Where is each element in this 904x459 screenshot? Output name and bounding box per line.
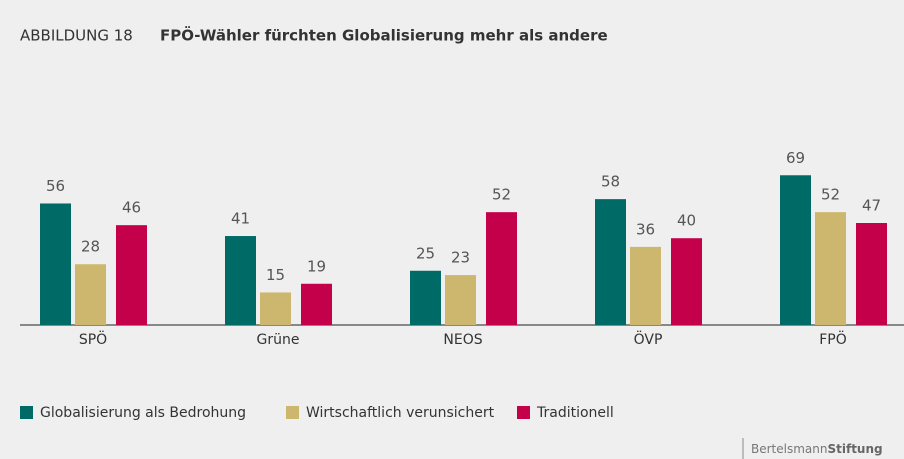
x-tick-label: ÖVP bbox=[634, 330, 663, 348]
bar bbox=[671, 238, 702, 325]
bar bbox=[225, 236, 256, 325]
value-label: 19 bbox=[307, 257, 326, 275]
bar bbox=[301, 283, 332, 325]
legend-swatch bbox=[20, 406, 33, 419]
bar bbox=[75, 264, 106, 325]
brand: Bertelsmann bbox=[751, 442, 827, 456]
value-label: 15 bbox=[266, 266, 285, 284]
x-tick-label: NEOS bbox=[443, 332, 482, 348]
bar bbox=[630, 246, 661, 325]
bar bbox=[445, 275, 476, 325]
bar bbox=[40, 203, 71, 325]
x-tick-label: SPÖ bbox=[79, 330, 107, 348]
legend-label: Wirtschaftlich verunsichert bbox=[306, 405, 495, 421]
bar bbox=[260, 292, 291, 325]
legend-label: Globalisierung als Bedrohung bbox=[40, 405, 246, 421]
value-label: 69 bbox=[786, 149, 805, 167]
value-label: 58 bbox=[601, 173, 620, 191]
bar bbox=[856, 223, 887, 325]
value-label: 46 bbox=[122, 199, 141, 217]
chart-label: ABBILDUNG 18 bbox=[20, 27, 133, 45]
legend-swatch bbox=[286, 406, 299, 419]
bar bbox=[410, 270, 441, 325]
bar bbox=[780, 175, 811, 325]
x-tick-label: FPÖ bbox=[819, 330, 847, 348]
value-label: 52 bbox=[492, 186, 511, 204]
value-label: 40 bbox=[677, 212, 696, 230]
footer-brand: BertelsmannStiftung bbox=[751, 442, 883, 456]
bar bbox=[595, 199, 626, 325]
legend-label: Traditionell bbox=[536, 405, 614, 421]
value-label: 23 bbox=[451, 249, 470, 267]
chart-title: FPÖ-Wähler fürchten Globalisierung mehr … bbox=[160, 26, 608, 45]
x-tick-label: Grüne bbox=[257, 332, 300, 348]
value-label: 25 bbox=[416, 244, 435, 262]
value-label: 47 bbox=[862, 197, 881, 215]
value-label: 28 bbox=[81, 238, 100, 256]
value-label: 41 bbox=[231, 210, 250, 228]
bar bbox=[116, 225, 147, 325]
bar bbox=[486, 212, 517, 325]
legend-swatch bbox=[517, 406, 530, 419]
value-label: 36 bbox=[636, 220, 655, 238]
value-label: 56 bbox=[46, 177, 65, 195]
value-label: 52 bbox=[821, 186, 840, 204]
brand-bold: Stiftung bbox=[827, 442, 882, 456]
bar bbox=[815, 212, 846, 325]
